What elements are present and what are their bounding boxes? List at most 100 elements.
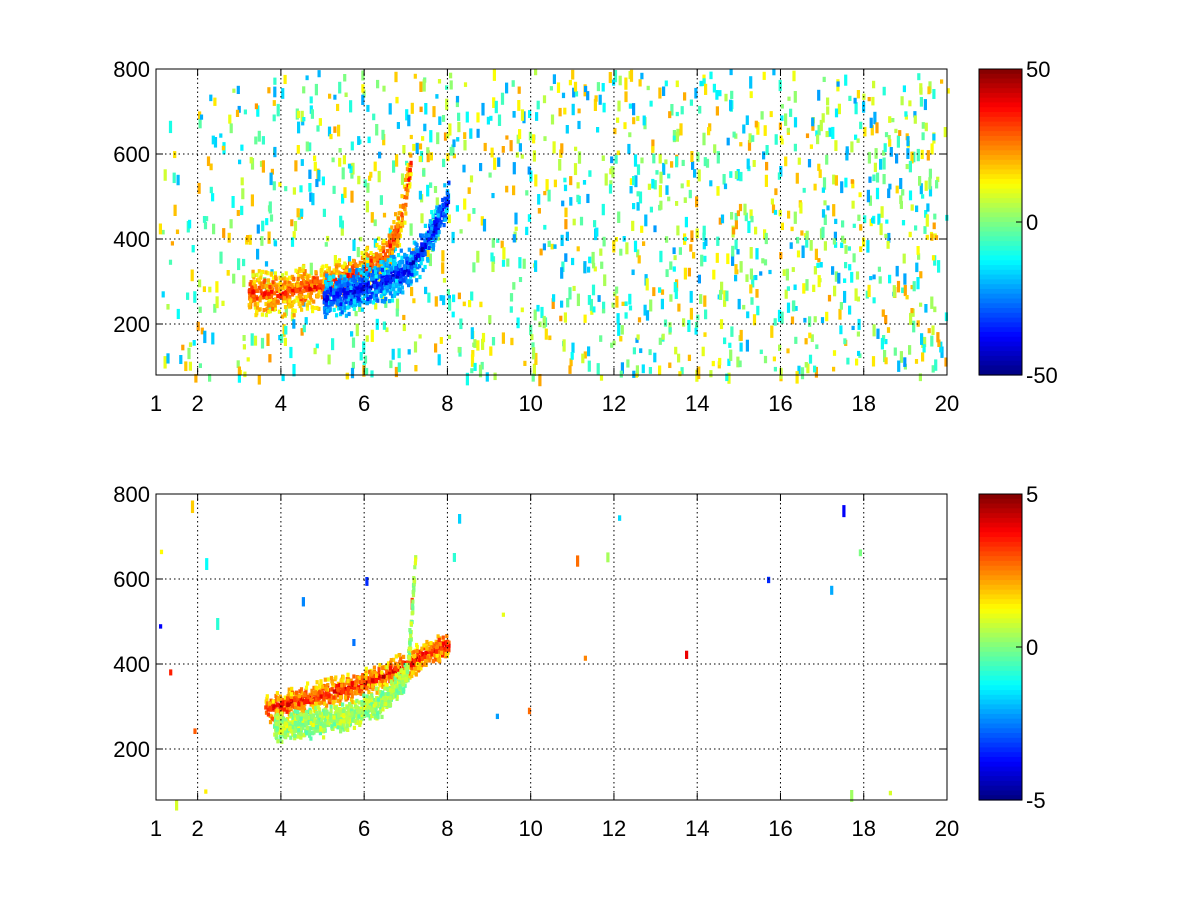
heatmap-cell bbox=[271, 699, 275, 704]
heatmap-cell bbox=[882, 174, 886, 185]
heatmap-cell bbox=[778, 344, 782, 351]
heatmap-cell bbox=[377, 170, 381, 183]
heatmap-cell bbox=[413, 73, 417, 79]
heatmap-cell bbox=[542, 243, 546, 251]
heatmap-cell bbox=[409, 171, 413, 177]
colorbar-step bbox=[979, 155, 1022, 161]
heatmap-cell bbox=[274, 704, 278, 709]
heatmap-cell bbox=[789, 242, 793, 249]
heatmap-cell bbox=[901, 287, 905, 294]
heatmap-cell bbox=[378, 709, 383, 714]
heatmap-cell bbox=[859, 246, 863, 253]
heatmap-cell bbox=[159, 624, 163, 629]
heatmap-cell bbox=[320, 265, 324, 270]
heatmap-cell bbox=[361, 290, 366, 295]
heatmap-cell bbox=[409, 274, 413, 279]
heatmap-cell bbox=[381, 674, 385, 679]
heatmap-cell bbox=[203, 330, 207, 344]
heatmap-cell bbox=[852, 223, 856, 228]
heatmap-cell bbox=[346, 272, 350, 278]
x-tick-label: 10 bbox=[518, 391, 542, 416]
heatmap-cell bbox=[449, 72, 453, 79]
heatmap-cell bbox=[909, 312, 913, 325]
heatmap-cell bbox=[414, 271, 418, 276]
heatmap-cell bbox=[307, 292, 311, 297]
heatmap-cell bbox=[547, 189, 551, 202]
heatmap-cell bbox=[349, 261, 353, 266]
heatmap-cell bbox=[251, 290, 255, 295]
heatmap-cell bbox=[596, 363, 600, 375]
heatmap-cell bbox=[419, 666, 423, 671]
heatmap-cell bbox=[361, 267, 365, 272]
heatmap-cell bbox=[346, 284, 350, 289]
heatmap-cell bbox=[312, 696, 316, 701]
colorbar-tick-label: 50 bbox=[1026, 57, 1050, 82]
heatmap-cell bbox=[897, 360, 901, 372]
heatmap-cell bbox=[299, 281, 304, 286]
heatmap-cell bbox=[395, 263, 399, 269]
heatmap-cell bbox=[361, 691, 365, 696]
heatmap-cell bbox=[200, 327, 204, 335]
heatmap-cell bbox=[722, 174, 726, 185]
heatmap-cell bbox=[440, 650, 444, 655]
heatmap-cell bbox=[418, 190, 422, 200]
heatmap-cell bbox=[590, 310, 594, 315]
heatmap-cell bbox=[695, 322, 699, 329]
heatmap-cell bbox=[777, 172, 781, 180]
heatmap-cell bbox=[315, 714, 319, 719]
heatmap-cell bbox=[896, 135, 900, 148]
heatmap-cell bbox=[574, 146, 578, 152]
heatmap-cell bbox=[491, 337, 496, 346]
heatmap-cell bbox=[563, 312, 567, 323]
colorbar-step bbox=[979, 351, 1022, 357]
heatmap-cell bbox=[407, 270, 411, 275]
heatmap-cell bbox=[880, 337, 884, 350]
heatmap-cell bbox=[248, 305, 252, 310]
heatmap-cell bbox=[651, 178, 655, 189]
heatmap-cell bbox=[175, 799, 179, 811]
heatmap-cell bbox=[374, 714, 378, 719]
heatmap-cell bbox=[933, 306, 937, 313]
heatmap-cell bbox=[837, 272, 841, 284]
heatmap-cell bbox=[248, 234, 252, 245]
heatmap-cell bbox=[779, 166, 783, 177]
heatmap-cell bbox=[409, 279, 413, 284]
heatmap-cell bbox=[795, 371, 799, 384]
heatmap-cell bbox=[267, 291, 271, 296]
heatmap-cell bbox=[904, 111, 908, 117]
heatmap-cell bbox=[375, 267, 380, 272]
heatmap-cell bbox=[763, 229, 767, 240]
heatmap-cell bbox=[269, 705, 273, 710]
heatmap-cell bbox=[388, 283, 392, 288]
heatmap-cell bbox=[856, 138, 860, 143]
heatmap-cell bbox=[432, 242, 436, 248]
heatmap-cell bbox=[341, 279, 345, 284]
heatmap-cell bbox=[296, 283, 300, 288]
heatmap-cell bbox=[284, 306, 288, 316]
heatmap-cell bbox=[332, 268, 336, 273]
heatmap-cell bbox=[290, 219, 294, 227]
heatmap-cell bbox=[856, 331, 860, 337]
heatmap-cell bbox=[428, 240, 432, 245]
heatmap-cell bbox=[525, 226, 529, 236]
heatmap-cell bbox=[892, 285, 896, 298]
heatmap-cell bbox=[658, 153, 662, 164]
heatmap-cell bbox=[888, 139, 892, 147]
heatmap-cell bbox=[403, 194, 407, 200]
heatmap-cell bbox=[767, 576, 771, 584]
heatmap-cell bbox=[414, 241, 418, 246]
heatmap-cell bbox=[400, 216, 404, 221]
heatmap-cell bbox=[834, 241, 838, 248]
colorbar-step bbox=[979, 97, 1022, 104]
heatmap-cell bbox=[427, 223, 432, 228]
heatmap-cell bbox=[362, 253, 366, 258]
heatmap-cell bbox=[429, 655, 433, 660]
heatmap-cell bbox=[355, 323, 359, 337]
heatmap-cell bbox=[402, 323, 406, 332]
heatmap-cell bbox=[383, 252, 387, 257]
heatmap-cell bbox=[719, 289, 723, 300]
heatmap-cell bbox=[316, 125, 320, 132]
heatmap-cell bbox=[289, 304, 293, 309]
colorbar-step bbox=[979, 121, 1022, 127]
heatmap-cell bbox=[386, 269, 390, 274]
